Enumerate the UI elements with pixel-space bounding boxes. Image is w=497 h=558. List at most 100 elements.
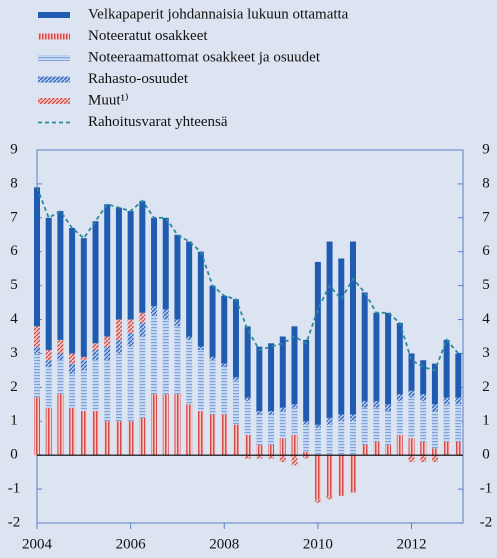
legend-swatch [38, 98, 70, 104]
bar-segment [115, 319, 122, 340]
bar-segment [69, 227, 76, 354]
y2-tick-label: 1 [482, 413, 490, 429]
bar-segment [326, 455, 333, 496]
bar-segment [279, 411, 286, 439]
bar-segment [431, 448, 438, 456]
bar-segment [361, 292, 368, 401]
y-tick-label: 0 [10, 447, 18, 463]
bar-segment [34, 346, 40, 354]
bar-segment [256, 445, 263, 456]
bar-segment [279, 455, 286, 462]
bar-segment [408, 455, 415, 462]
legend-label: Noteeratut osakkeet [88, 28, 208, 44]
bar-segment [139, 417, 146, 456]
bar-segment [151, 217, 158, 306]
bar-segment [420, 394, 427, 401]
bar-segment [174, 394, 181, 456]
x-tick-label: 2006 [116, 536, 147, 552]
legend-swatch [38, 76, 70, 83]
bar-segment [455, 404, 462, 442]
bar-segment [338, 455, 345, 496]
bar-segment [162, 309, 169, 320]
bar-segment [232, 299, 239, 378]
bar-segment [420, 360, 427, 395]
bar-segment [139, 200, 146, 313]
bar-segment [221, 367, 228, 415]
bar-segment [92, 221, 99, 344]
bar-segment [420, 455, 427, 462]
bar-segment [197, 346, 204, 351]
bar-segment [326, 241, 333, 418]
bar-segment [314, 455, 321, 500]
bar-segment [408, 397, 415, 439]
y2-tick-label: 7 [482, 209, 490, 225]
bar-segment [349, 421, 356, 456]
bar-segment [209, 360, 216, 415]
bar-segment [115, 421, 122, 456]
bar-segment [420, 441, 427, 456]
bar-segment [92, 350, 99, 361]
bar-segment [314, 499, 321, 503]
bar-segment [408, 353, 415, 391]
bar-segment [45, 217, 52, 351]
bar-segment [431, 404, 438, 412]
bar-segment [256, 411, 263, 415]
bar-segment [326, 424, 333, 456]
bar-segment [197, 251, 204, 347]
bar-segment [396, 394, 403, 401]
bar-segment [209, 414, 216, 456]
bar-segment [256, 346, 263, 412]
bar-segment [186, 404, 193, 456]
bar-segment [396, 322, 403, 395]
bar-segment [244, 326, 251, 398]
bar-segment [385, 404, 392, 412]
legend-swatch [38, 12, 70, 18]
bar-segment [186, 336, 193, 340]
bar-segment [80, 370, 87, 412]
bar-segment [268, 343, 275, 412]
bar-segment [268, 445, 275, 456]
bar-segment [127, 333, 134, 347]
legend-label: Velkapaperit johdannaisia lukuun ottamat… [88, 6, 349, 22]
y-tick-label: 9 [10, 141, 18, 157]
legend-label: Rahasto-osuudet [88, 71, 189, 87]
legend-label: Noteeraamattomat osakkeet ja osuudet [88, 49, 321, 65]
y-tick-label: 2 [10, 379, 18, 395]
bar-segment [151, 394, 158, 456]
bar-segment [57, 360, 64, 395]
bar-segment [303, 455, 310, 459]
bar-segment [443, 441, 450, 456]
bar-segment [373, 312, 380, 401]
bar-segment [34, 187, 40, 327]
y2-tick-label: 0 [482, 447, 490, 463]
bar-segment [92, 343, 99, 351]
bar-segment [303, 424, 310, 452]
bar-segment [186, 339, 193, 405]
bar-segment [232, 377, 239, 381]
y-tick-label: -1 [8, 481, 21, 497]
bar-segment [349, 414, 356, 422]
bar-segment [408, 438, 415, 456]
bar-segment [174, 319, 181, 327]
bar-segment [232, 424, 239, 456]
x-tick-label: 2012 [397, 536, 427, 552]
bar-segment [361, 400, 368, 408]
y-tick-label: 8 [10, 175, 18, 191]
bar-segment [291, 326, 298, 405]
y2-tick-label: 8 [482, 175, 490, 191]
y-tick-label: 1 [10, 413, 18, 429]
bar-segment [162, 319, 169, 395]
bar-segment [443, 339, 450, 398]
bar-segment [244, 397, 251, 401]
x-tick-label: 2004 [22, 536, 53, 552]
bar-segment [396, 434, 403, 456]
bar-segment [303, 339, 310, 422]
bar-segment [57, 339, 64, 354]
y-tick-label: -2 [8, 514, 21, 530]
bar-segment [104, 421, 111, 456]
bar-segment [139, 322, 146, 337]
bar-segment [104, 360, 111, 422]
bar-segment [396, 400, 403, 435]
